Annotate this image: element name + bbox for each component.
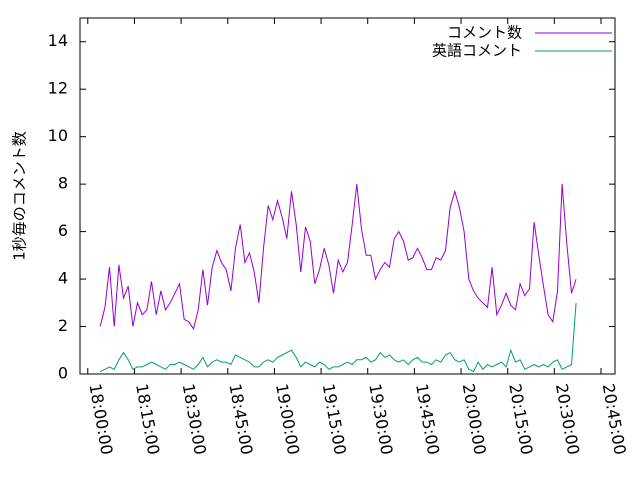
y-tick-label: 6 [58,221,68,240]
x-tick-label: 19:45:00 [412,382,443,456]
x-tick-label: 20:30:00 [552,382,583,456]
x-tick-label: 20:45:00 [599,382,630,456]
x-tick-label: 20:00:00 [459,382,490,456]
plot-frame [79,17,616,375]
x-tick-label: 19:15:00 [319,382,350,456]
x-tick-label: 18:30:00 [179,382,210,456]
y-tick-label: 8 [58,174,68,193]
x-tick-label: 18:15:00 [132,382,163,456]
x-tick-label: 19:30:00 [365,382,396,456]
y-tick-label: 12 [48,79,68,98]
x-tick-label: 19:00:00 [272,382,303,456]
y-axis-label: 1秒毎のコメント数 [11,131,29,261]
y-tick-label: 2 [58,316,68,335]
x-tick-label: 18:00:00 [85,382,116,456]
legend-label: 英語コメント [432,42,522,60]
x-tick-label: 18:45:00 [225,382,256,456]
legend-label: コメント数 [447,24,522,42]
y-tick-label: 0 [58,364,68,383]
x-tick-label: 20:15:00 [505,382,536,456]
data-line [99,184,577,331]
y-tick-label: 10 [48,126,68,145]
y-tick-label: 4 [58,269,68,288]
y-tick-label: 14 [48,31,68,50]
data-line [99,302,577,373]
